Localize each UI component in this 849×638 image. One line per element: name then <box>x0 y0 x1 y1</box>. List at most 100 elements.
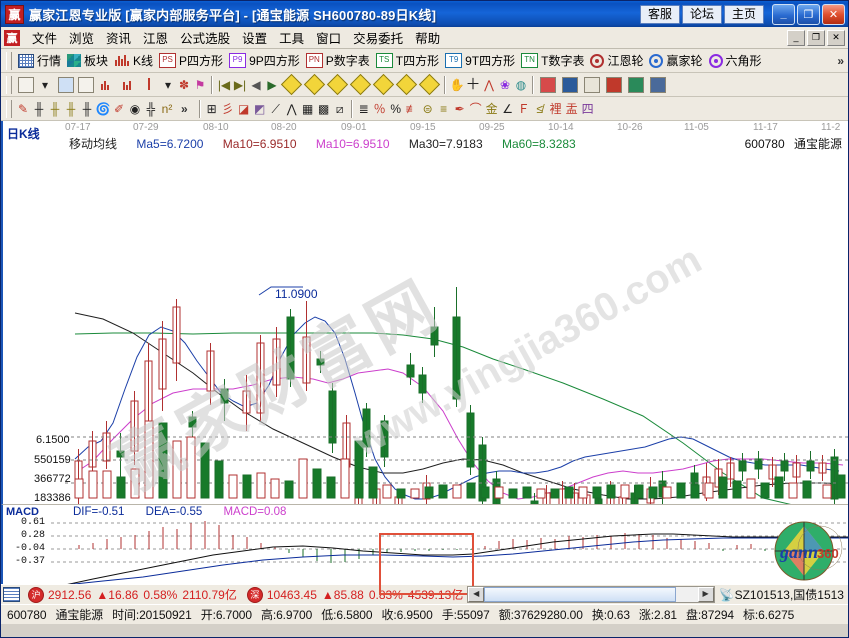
flower-icon[interactable]: ❀ <box>499 77 511 92</box>
brain-icon[interactable]: ◍ <box>515 77 527 92</box>
circle-target-icon[interactable]: ◉ <box>129 101 141 116</box>
menu-item-tools[interactable]: 工具 <box>279 32 305 46</box>
copy-icon[interactable] <box>628 76 644 93</box>
n2-icon[interactable]: n² <box>161 101 173 116</box>
macd-selection-box[interactable] <box>379 533 474 595</box>
toolbar-quote-button[interactable]: 行情 <box>15 51 64 70</box>
first-page-icon[interactable]: |◀ <box>217 77 231 92</box>
menu-item-file[interactable]: 文件 <box>32 32 58 46</box>
bar-dropdown-icon[interactable]: ▾ <box>164 77 172 92</box>
close-button[interactable]: ✕ <box>822 3 845 25</box>
period-select[interactable]: ▾ <box>15 76 56 94</box>
save-icon[interactable] <box>606 76 622 93</box>
angle-ch2-icon[interactable]: 盂 <box>565 101 578 116</box>
angle-ch1-icon[interactable]: 裡 <box>549 101 562 116</box>
toolbar-p-square-button[interactable]: PS P四方形 <box>156 51 226 70</box>
zoom-right-icon[interactable] <box>303 73 326 96</box>
scroll-left-button[interactable]: ◀ <box>468 587 485 602</box>
market-grid-icon[interactable] <box>3 587 20 602</box>
zoom-left-icon[interactable] <box>280 73 303 96</box>
maximize-button[interactable]: ❐ <box>797 3 820 25</box>
homepage-button[interactable]: 主页 <box>723 4 764 24</box>
prev-icon[interactable]: ◀ <box>251 77 261 92</box>
period-dropdown-icon[interactable]: ▾ <box>41 77 49 92</box>
print-icon[interactable] <box>650 76 666 93</box>
notebook-icon[interactable] <box>584 76 600 93</box>
zoom-both-icon[interactable] <box>326 73 349 96</box>
wave-icon[interactable]: ⋀ <box>286 101 297 116</box>
arc-red-icon[interactable]: ⌒ <box>469 101 482 116</box>
crosshair-icon[interactable]: ＋ <box>465 75 481 93</box>
gold-circle-icon[interactable]: ⊜ <box>422 101 433 116</box>
toolbar-t-square-button[interactable]: TS T四方形 <box>373 51 442 70</box>
menu-item-help[interactable]: 帮助 <box>415 32 441 46</box>
percent-lines-icon[interactable]: ≢ <box>405 101 418 116</box>
toolbar-kline-button[interactable]: K线 <box>111 51 156 70</box>
flag-icon[interactable]: ⚑ <box>194 77 206 92</box>
kline9-icon[interactable] <box>121 78 137 91</box>
calculator-icon[interactable] <box>562 76 578 93</box>
pattern-icon[interactable]: ✽ <box>178 77 190 92</box>
angle-ch3-icon[interactable]: 四 <box>581 101 594 116</box>
gold-arc-icon[interactable]: 金 <box>485 101 498 116</box>
drawing-toolbar-overflow-button[interactable]: » <box>181 101 188 116</box>
gann-fan-gold2-icon[interactable]: ╫ <box>66 101 76 116</box>
speed-lines-icon[interactable]: ⧄ <box>335 101 344 116</box>
menu-item-formula-select[interactable]: 公式选股 <box>180 32 231 46</box>
toolbar-hexagon-button[interactable]: 六角形 <box>706 51 765 70</box>
mdi-restore-button[interactable]: ❐ <box>807 29 825 46</box>
drawing-toolbar-grip[interactable] <box>6 99 12 118</box>
draw-curve-icon[interactable]: ⋀ <box>484 77 494 92</box>
grid2-icon[interactable]: ▩ <box>318 101 330 116</box>
fan-box-icon[interactable]: ◪ <box>238 101 250 116</box>
kline3-icon[interactable] <box>99 78 115 91</box>
menu-item-gann[interactable]: 江恩 <box>143 32 169 46</box>
menu-item-settings[interactable]: 设置 <box>242 32 268 46</box>
forum-button[interactable]: 论坛 <box>681 4 722 24</box>
menu-item-browse[interactable]: 浏览 <box>69 32 95 46</box>
percent-fan-icon[interactable]: ％ <box>373 101 386 116</box>
horizontal-scrollbar[interactable]: ◀ ▶ <box>467 586 715 603</box>
single-bar-icon[interactable] <box>142 78 158 91</box>
pen-icon[interactable]: ✎ <box>17 101 29 116</box>
toolbar-overflow-button[interactable]: » <box>837 53 844 68</box>
shrink-icon[interactable] <box>372 73 395 96</box>
ladder-icon[interactable]: ≣ <box>358 101 369 116</box>
trend-line-icon[interactable]: ⟋ <box>271 101 280 116</box>
pen-lines-icon[interactable]: ✒ <box>454 101 465 116</box>
customer-service-button[interactable]: 客服 <box>639 4 680 24</box>
toolbar-9t-square-button[interactable]: T9 9T四方形 <box>442 51 518 70</box>
channel-icon[interactable]: ⊞ <box>206 101 217 116</box>
gann-fan-gold-icon[interactable]: ╫ <box>50 101 60 116</box>
gold-lines-icon[interactable]: ≡ <box>440 101 448 116</box>
mdi-close-button[interactable]: ✕ <box>827 29 845 46</box>
toolbar-gann-wheel-button[interactable]: 江恩轮 <box>587 51 646 70</box>
menu-item-news[interactable]: 资讯 <box>106 32 132 46</box>
grid-icon[interactable]: ▦ <box>302 101 314 116</box>
fan-red-icon[interactable]: 彡 <box>221 101 234 116</box>
fit-icon[interactable] <box>418 73 441 96</box>
scroll-thumb[interactable] <box>484 587 677 602</box>
fib-fan-icon[interactable]: ╫ <box>82 101 92 116</box>
contract-icon[interactable] <box>395 73 418 96</box>
last-page-icon[interactable]: ▶| <box>233 77 247 92</box>
menu-item-trade[interactable]: 交易委托 <box>353 32 404 46</box>
angle-gold-icon[interactable]: ≰ <box>536 101 543 116</box>
angle-f-icon[interactable]: Ｆ <box>517 101 530 116</box>
menu-item-window[interactable]: 窗口 <box>316 32 342 46</box>
scroll-right-button[interactable]: ▶ <box>697 587 714 602</box>
toolbar-grip[interactable] <box>6 51 12 70</box>
macd-panel[interactable]: MACD DIF=-0.51 DEA=-0.55 MACD=0.08 <box>1 504 848 584</box>
expand-icon[interactable] <box>349 73 372 96</box>
chart-toolbar-grip[interactable] <box>6 75 12 94</box>
toolbar-t-numbers-button[interactable]: TN T数字表 <box>518 51 587 70</box>
toolbar-9p-square-button[interactable]: P9 9P四方形 <box>226 51 303 70</box>
toolbar-sector-button[interactable]: 板块 <box>64 51 111 70</box>
percent-icon[interactable]: % <box>390 101 402 116</box>
next-icon[interactable]: ▶ <box>267 77 277 92</box>
minimize-button[interactable]: _ <box>772 3 795 25</box>
price-chart-panel[interactable]: 07-17 07-29 08-10 08-20 09-01 09-15 09-2… <box>1 121 848 504</box>
toolbar-winner-wheel-button[interactable]: 赢家轮 <box>646 51 705 70</box>
fan-lines-icon[interactable]: ╫ <box>34 101 44 116</box>
calendar-icon[interactable] <box>540 76 556 93</box>
